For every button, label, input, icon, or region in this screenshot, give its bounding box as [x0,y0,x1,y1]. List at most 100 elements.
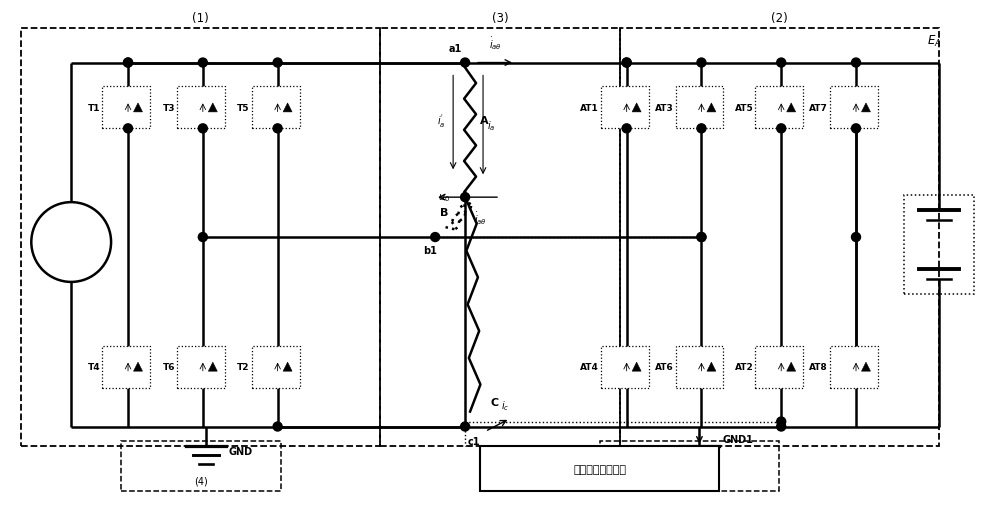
Text: $\dot{i}_{a\theta}$: $\dot{i}_{a\theta}$ [474,210,487,227]
Text: AT5: AT5 [735,104,753,113]
Text: GND: GND [229,446,253,457]
Text: AT7: AT7 [809,104,828,113]
Circle shape [622,59,631,68]
Circle shape [697,233,706,242]
Circle shape [697,125,706,133]
Text: AT4: AT4 [580,363,599,372]
Text: B: B [440,208,449,218]
Text: AT2: AT2 [735,363,753,372]
Polygon shape [283,363,292,372]
Polygon shape [632,363,641,372]
Circle shape [273,422,282,431]
Polygon shape [861,104,870,113]
Circle shape [124,59,133,68]
Bar [755,87,803,129]
Text: $\dot{i}_{a\theta}$: $\dot{i}_{a\theta}$ [489,34,502,52]
Bar [177,87,225,129]
Polygon shape [134,363,142,372]
Text: $i_c$: $i_c$ [501,398,509,412]
Text: −: − [60,253,73,268]
Circle shape [461,422,470,431]
Circle shape [852,125,860,133]
Circle shape [622,125,631,133]
Text: A: A [480,116,489,126]
Bar [600,441,779,491]
Text: (2): (2) [771,12,788,25]
Text: a1: a1 [449,43,462,54]
Circle shape [273,59,282,68]
Text: GND1: GND1 [722,435,753,444]
Circle shape [852,233,860,242]
Text: $E_A$: $E_A$ [927,33,941,48]
Text: 中心电压检测模块: 中心电压检测模块 [573,464,626,474]
Polygon shape [283,104,292,113]
Circle shape [777,59,786,68]
Polygon shape [861,363,870,372]
Polygon shape [208,104,217,113]
Circle shape [777,417,786,426]
Text: T4: T4 [87,363,100,372]
Text: (1): (1) [192,12,209,25]
Circle shape [198,125,207,133]
Circle shape [198,59,207,68]
Circle shape [697,233,706,242]
Bar [121,441,281,491]
Text: (5): (5) [683,475,696,485]
Bar [601,87,649,129]
Bar [102,346,150,388]
Text: T3: T3 [162,104,175,113]
Text: AT8: AT8 [809,363,828,372]
Bar [21,29,380,446]
Circle shape [273,125,282,133]
Bar [601,346,649,388]
Text: (4): (4) [194,475,208,485]
Bar [102,87,150,129]
Bar [480,446,719,491]
Text: T1: T1 [88,104,100,113]
Polygon shape [707,363,716,372]
Bar [676,346,723,388]
Polygon shape [208,363,217,372]
Bar [904,195,974,295]
Polygon shape [787,363,796,372]
Circle shape [124,125,133,133]
Text: T2: T2 [237,363,250,372]
Bar [380,29,620,446]
Text: $i_a^{'}$: $i_a^{'}$ [437,112,445,129]
Text: T6: T6 [162,363,175,372]
Bar [252,346,300,388]
Bar [830,346,878,388]
Text: $i_a$: $i_a$ [487,119,495,132]
Circle shape [461,59,470,68]
Text: E: E [39,236,48,249]
Circle shape [124,59,133,68]
Bar [755,346,803,388]
Polygon shape [787,104,796,113]
Text: $u_0$: $u_0$ [438,192,450,204]
Circle shape [777,422,786,431]
Text: AT3: AT3 [655,104,674,113]
Circle shape [777,125,786,133]
Polygon shape [134,104,142,113]
Polygon shape [707,104,716,113]
Bar [830,87,878,129]
Bar [252,87,300,129]
Circle shape [431,233,440,242]
Circle shape [852,59,860,68]
Bar [620,29,939,446]
Text: (3): (3) [492,12,508,25]
Bar [676,87,723,129]
Circle shape [198,233,207,242]
Text: +: + [61,221,72,234]
Text: T5: T5 [237,104,250,113]
Circle shape [461,193,470,202]
Text: c1: c1 [468,437,481,446]
Circle shape [31,203,111,282]
Text: AT6: AT6 [655,363,674,372]
Circle shape [697,59,706,68]
Text: b1: b1 [423,245,437,256]
Text: C: C [490,397,498,407]
Circle shape [622,59,631,68]
Bar [177,346,225,388]
Text: AT1: AT1 [580,104,599,113]
